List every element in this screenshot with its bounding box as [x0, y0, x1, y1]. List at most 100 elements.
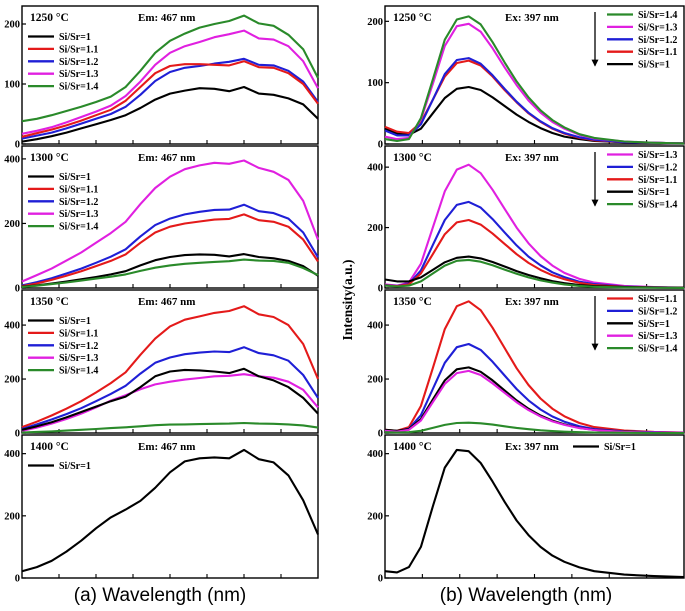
legend-label: Si/Sr=1.4: [59, 222, 98, 233]
panel-title: 1300 °C: [30, 152, 69, 164]
series-line-Si-Sr-1-4: [21, 258, 319, 289]
series-line-Si-Sr-1-3: [21, 373, 319, 432]
y-tick-label: 200: [4, 219, 20, 230]
panel-info: Em: 467 nm: [138, 441, 195, 453]
y-tick-label: 0: [15, 140, 20, 151]
y-tick-label: 0: [378, 140, 383, 151]
panel-title: 1400 °C: [393, 441, 432, 453]
panel-frame: [384, 434, 685, 579]
arrow-down-icon: [591, 199, 599, 207]
y-tick-label: 200: [4, 511, 20, 522]
y-tick-label: 0: [15, 284, 20, 295]
panel-info: Ex: 397 nm: [505, 296, 559, 308]
legend-label: Si/Sr=1: [638, 187, 670, 198]
y-tick-label: 400: [4, 449, 20, 460]
panel-info: Ex: 397 nm: [505, 12, 559, 24]
series-line-Si-Sr-1: [21, 448, 319, 573]
series-line-Si-Sr-1-2: [384, 57, 685, 145]
arrow-down-icon: [591, 59, 599, 67]
panel-info: Em: 467 nm: [138, 12, 195, 24]
x-axis-label-a: (a) Wavelength (nm): [74, 585, 246, 606]
legend-label: Si/Sr=1.3: [638, 22, 677, 33]
legend-label: Si/Sr=1.4: [638, 200, 677, 211]
legend-label: Si/Sr=1.4: [59, 366, 98, 377]
legend-label: Si/Sr=1: [604, 442, 636, 453]
panel-title: 1350 °C: [393, 296, 432, 308]
panel-a4: 0 200 400 1400 °C Em: 467 nm Si/Sr=1: [4, 434, 319, 585]
legend: Si/Sr=1.1Si/Sr=1.2 Si/Sr=1Si/Sr=1.3 Si/Sr=…: [591, 294, 677, 355]
panel-title: 1300 °C: [393, 152, 432, 164]
legend-label: Si/Sr=1.1: [638, 175, 677, 186]
y-tick-label: 400: [4, 154, 20, 165]
y-tick-label: 0: [378, 284, 383, 295]
legend-label: Si/Sr=1.1: [59, 44, 98, 55]
legend: Si/Sr=1: [573, 442, 636, 453]
legend-label: Si/Sr=1.2: [59, 197, 98, 208]
legend-label: Si/Sr=1: [59, 461, 91, 472]
legend-label: Si/Sr=1: [638, 319, 670, 330]
legend-label: Si/Sr=1.1: [59, 328, 98, 339]
panel-title: 1250 °C: [30, 12, 69, 24]
y-tick-label: 400: [367, 449, 383, 460]
legend: Si/Sr=1.3Si/Sr=1.2 Si/Sr=1.1Si/Sr=1 Si/Sr=…: [591, 150, 677, 211]
y-tick-label: 400: [367, 321, 383, 332]
y-tick-label: 200: [367, 17, 383, 28]
panel-a2: 0 200 400 1300 °C Em: 467 nm Si/Sr=1Si/Sr=1.1…: [4, 145, 319, 295]
panel-title: 1350 °C: [30, 296, 69, 308]
legend-label: Si/Sr=1: [638, 60, 670, 71]
series-line-Si-Sr-1-3: [21, 159, 319, 283]
panel-title: 1250 °C: [393, 12, 432, 24]
y-tick-label: 200: [4, 375, 20, 386]
legend: Si/Sr=1: [28, 461, 91, 472]
arrow-down-icon: [591, 343, 599, 351]
legend-label: Si/Sr=1.3: [638, 331, 677, 342]
legend-label: Si/Sr=1.1: [638, 47, 677, 58]
panel-b4: 0 200 400 1400 °C Ex: 397 nm Si/Sr=1: [367, 434, 685, 585]
y-tick-label: 400: [4, 321, 20, 332]
x-axis-label-b: (b) Wavelength (nm): [440, 585, 612, 606]
legend-label: Si/Sr=1: [59, 316, 91, 327]
legend-label: Si/Sr=1.4: [59, 82, 98, 93]
y-tick-label: 0: [378, 574, 383, 585]
legend-label: Si/Sr=1.2: [638, 306, 677, 317]
legend-label: Si/Sr=1.2: [59, 341, 98, 352]
panel-frame: [21, 434, 319, 579]
y-tick-label: 400: [367, 163, 383, 174]
y-tick-label: 0: [378, 429, 383, 440]
series-line-Si-Sr-1: [21, 85, 319, 143]
legend-label: Si/Sr=1.3: [59, 209, 98, 220]
series-line-Si-Sr-1-3: [384, 369, 685, 434]
legend-label: Si/Sr=1.3: [59, 69, 98, 80]
series-line-Si-Sr-1-4: [21, 14, 319, 123]
y-tick-label: 200: [4, 20, 20, 31]
series-line-Si-Sr-1-1: [21, 213, 319, 288]
legend-label: Si/Sr=1.3: [638, 150, 677, 161]
panel-info: Em: 467 nm: [138, 296, 195, 308]
y-tick-label: 200: [367, 511, 383, 522]
series-line-Si-Sr-1-2: [21, 57, 319, 140]
y-tick-label: 0: [15, 574, 20, 585]
y-tick-label: 200: [367, 375, 383, 386]
y-axis-label: Intensity(a.u.): [340, 259, 355, 340]
series-line-Si-Sr-1-4: [384, 421, 684, 435]
series-line-Si-Sr-1-1: [384, 218, 685, 289]
y-tick-label: 200: [367, 223, 383, 234]
series-line-Si-Sr-1-2: [21, 346, 319, 431]
panel-title: 1400 °C: [30, 441, 69, 453]
legend-label: Si/Sr=1.2: [59, 57, 98, 68]
panel-a1: 0 100 200 1250 °C Em: 467 nm Si/Sr=1Si/Sr=1.1…: [4, 5, 319, 151]
y-tick-label: 100: [4, 80, 20, 91]
series-line-Si-Sr-1-3: [384, 163, 685, 289]
legend-label: Si/Sr=1.3: [59, 353, 98, 364]
legend: Si/Sr=1Si/Sr=1.1 Si/Sr=1.2Si/Sr=1.3 Si/Sr=…: [28, 172, 98, 233]
series-line-Si-Sr-1: [21, 253, 319, 288]
series-line-Si-Sr-1: [21, 367, 319, 431]
series-line-Si-Sr-1-1: [384, 59, 685, 145]
series-line-Si-Sr-1-1: [21, 60, 319, 138]
legend-label: Si/Sr=1: [59, 32, 91, 43]
series-line-Si-Sr-1-4: [21, 421, 319, 434]
series-line-Si-Sr-1-2: [21, 203, 319, 287]
